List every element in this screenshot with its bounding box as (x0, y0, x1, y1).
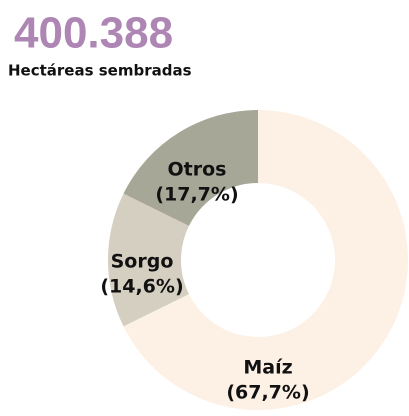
chart-title: 400.388 (14, 9, 173, 58)
slice-value-label: (14,6%) (100, 276, 183, 298)
slice-name: Otros (168, 159, 227, 181)
slice-name: Sorgo (111, 251, 174, 273)
slice-value-label: (67,7%) (226, 382, 309, 404)
slice-name: Maíz (243, 357, 292, 379)
slice-value-label: (17,7%) (155, 184, 238, 206)
donut-slice (123, 110, 408, 410)
chart-subtitle: Hectáreas sembradas (8, 62, 192, 80)
donut-slice (123, 110, 258, 226)
donut-slice (107, 193, 189, 327)
